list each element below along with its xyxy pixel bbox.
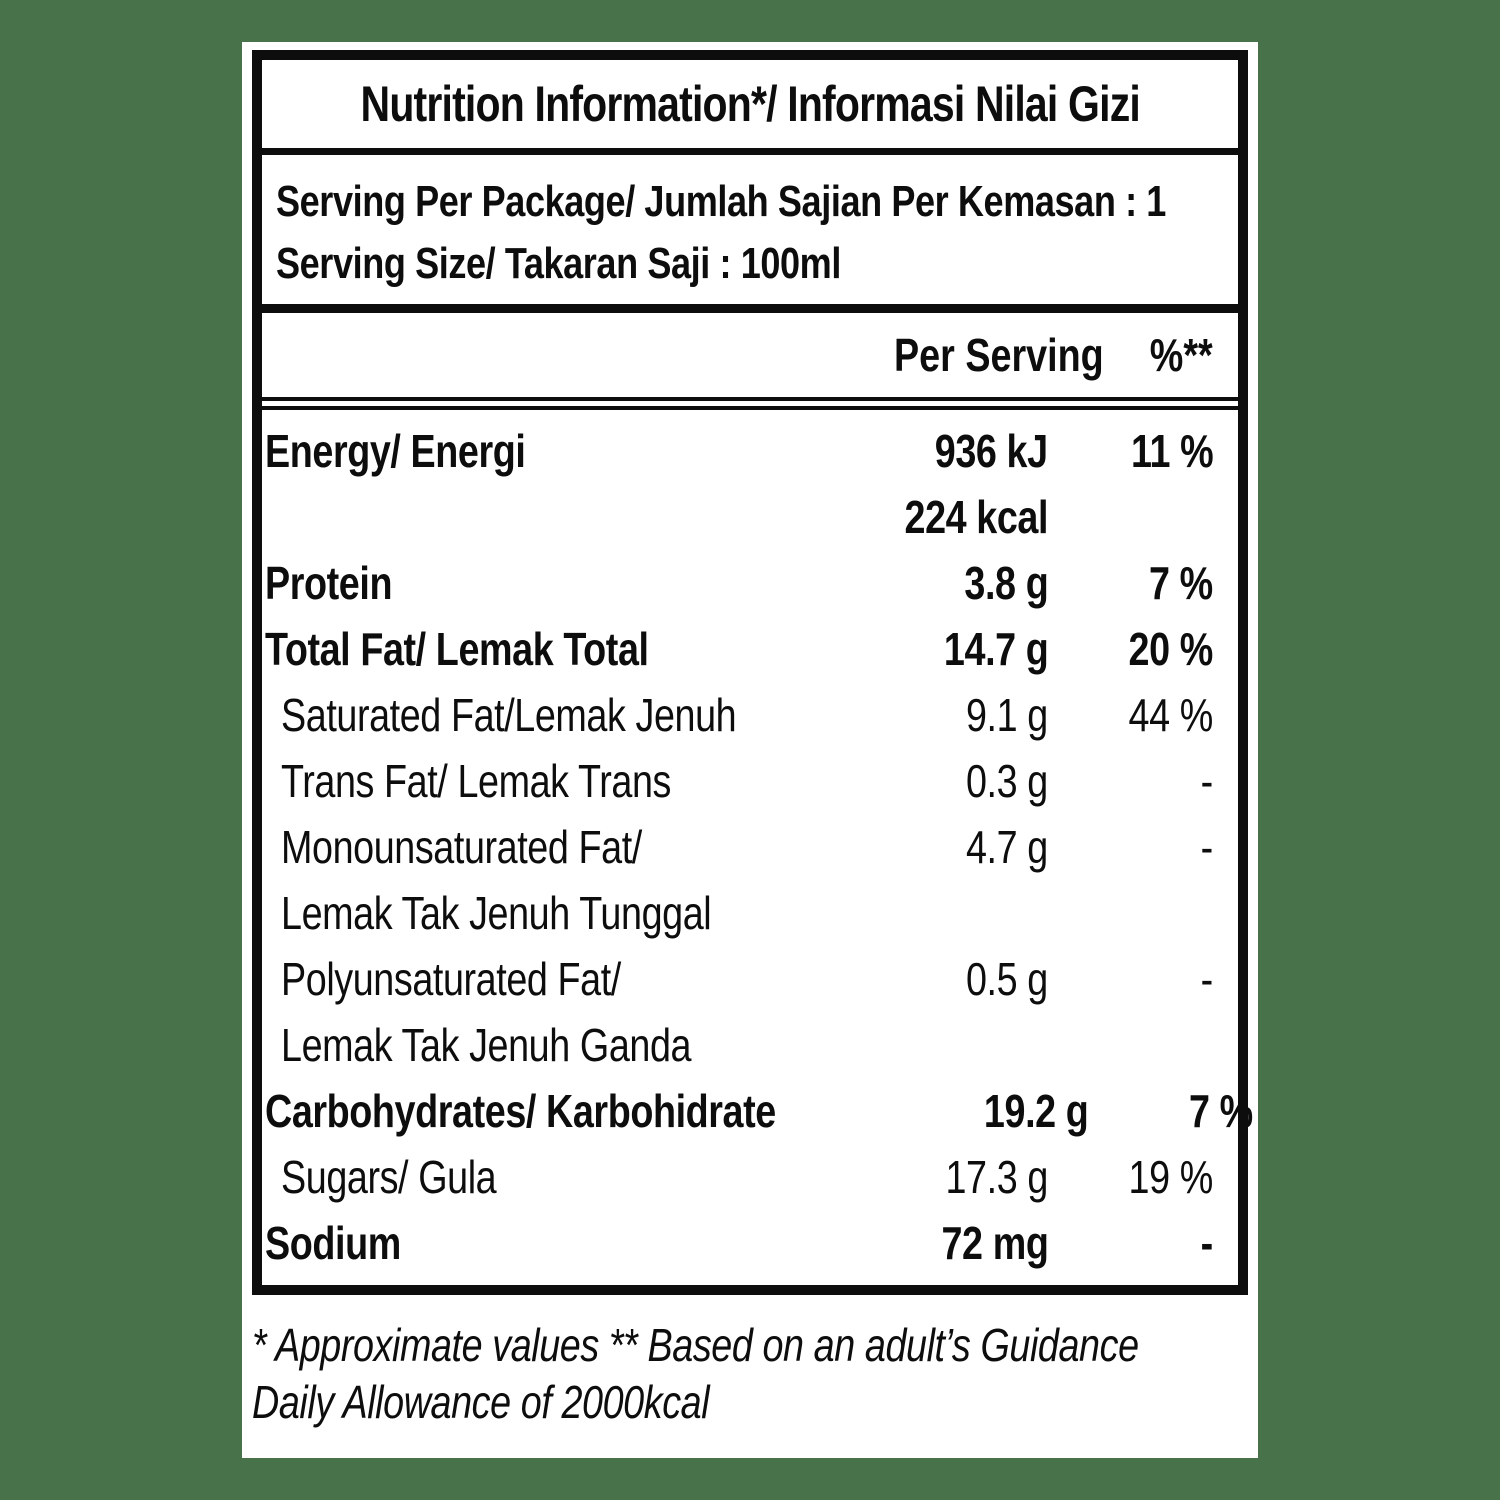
nutrient-row: Total Fat/ Lemak Total 14.7 g 20 % [262, 616, 1238, 682]
nutrient-label: Carbohydrates/ Karbohidrate [265, 1085, 776, 1137]
serving-info: Serving Per Package/ Jumlah Sajian Per K… [262, 155, 1238, 313]
column-header-per-serving: Per Serving [894, 329, 1104, 381]
nutrient-percent: - [1200, 1217, 1214, 1269]
nutrient-row: Energy/ Energi 936 kJ 11 % [262, 418, 1238, 484]
nutrient-value: 0.3 g [966, 755, 1048, 807]
nutrient-value: 19.2 g [983, 1085, 1088, 1137]
nutrition-table-box: Nutrition Information*/ Informasi Nilai … [252, 50, 1253, 1295]
footnote-line-1: * Approximate values ** Based on an adul… [252, 1319, 1139, 1371]
nutrient-value: 224 kcal [904, 491, 1048, 543]
nutrient-label: Total Fat/ Lemak Total [265, 623, 649, 675]
nutrient-percent: 11 % [1130, 425, 1214, 477]
nutrient-label: Sodium [265, 1217, 401, 1269]
label-title: Nutrition Information*/ Informasi Nilai … [360, 76, 1140, 132]
nutrient-label: Energy/ Energi [265, 425, 526, 477]
nutrient-label: Lemak Tak Jenuh Tunggal [281, 887, 712, 939]
nutrient-value: 0.5 g [966, 953, 1048, 1005]
nutrient-row: Polyunsaturated Fat/0.5 g - [262, 946, 1238, 1012]
nutrient-value: 72 mg [941, 1217, 1048, 1269]
nutrient-row: Trans Fat/ Lemak Trans 0.3 g - [262, 748, 1238, 814]
nutrient-percent: - [1200, 821, 1214, 873]
nutrient-percent: - [1200, 953, 1214, 1005]
footnote-line-2: Daily Allowance of 2000kcal [252, 1376, 710, 1428]
nutrient-label: Monounsaturated Fat/ [281, 821, 642, 873]
nutrient-percent [1048, 490, 1213, 544]
nutrient-value: 4.7 g [966, 821, 1048, 873]
nutrient-value [848, 886, 1048, 940]
nutrient-row: Carbohydrates/ Karbohidrate 19.2 g 7 % [262, 1078, 1253, 1144]
nutrient-row: Sodium 72 mg - [262, 1210, 1238, 1276]
column-header-percent: %** [1150, 329, 1213, 381]
nutrient-row: 224 kcal [262, 484, 1238, 550]
nutrient-percent: 7 % [1149, 557, 1213, 609]
serving-per-package: Serving Per Package/ Jumlah Sajian Per K… [276, 177, 1166, 226]
nutrient-value: 3.8 g [964, 557, 1048, 609]
nutrient-label: Lemak Tak Jenuh Ganda [281, 1019, 692, 1071]
footnote: * Approximate values ** Based on an adul… [252, 1317, 1252, 1431]
nutrient-label: Trans Fat/ Lemak Trans [281, 755, 671, 807]
nutrient-label: Protein [265, 557, 393, 609]
nutrient-table: Energy/ Energi 936 kJ 11 % 224 kcal Protein 3… [262, 410, 1253, 1276]
nutrient-value: 9.1 g [966, 689, 1048, 741]
nutrient-value: 14.7 g [943, 623, 1049, 675]
nutrient-row: Protein 3.8 g 7 % [262, 550, 1238, 616]
nutrient-percent: - [1200, 755, 1214, 807]
nutrient-label: Polyunsaturated Fat/ [281, 953, 621, 1005]
nutrient-row: Lemak Tak Jenuh Ganda [262, 1012, 1238, 1078]
nutrient-row: Sugars/ Gula 17.3 g 19 % [262, 1144, 1238, 1210]
nutrient-label: Saturated Fat/Lemak Jenuh [281, 689, 737, 741]
nutrient-percent: 7 % [1189, 1085, 1253, 1137]
column-headers: Per Serving %** [262, 313, 1238, 397]
nutrient-percent [1048, 1018, 1213, 1072]
nutrient-percent: 20 % [1128, 623, 1214, 675]
nutrient-value [848, 1018, 1048, 1072]
nutrient-label: Sugars/ Gula [281, 1151, 497, 1203]
nutrient-percent [1048, 886, 1213, 940]
nutrient-value: 17.3 g [945, 1151, 1049, 1203]
nutrient-label [265, 490, 848, 544]
header-divider [262, 397, 1238, 410]
nutrition-label: Nutrition Information*/ Informasi Nilai … [242, 42, 1258, 1458]
label-title-row: Nutrition Information*/ Informasi Nilai … [262, 60, 1238, 155]
nutrient-row: Saturated Fat/Lemak Jenuh 9.1 g 44 % [262, 682, 1238, 748]
nutrient-percent: 44 % [1128, 689, 1214, 741]
nutrient-percent: 19 % [1128, 1151, 1214, 1203]
nutrient-row: Monounsaturated Fat/4.7 g - [262, 814, 1238, 880]
nutrient-row: Lemak Tak Jenuh Tunggal [262, 880, 1238, 946]
nutrient-value: 936 kJ [935, 425, 1048, 477]
serving-size: Serving Size/ Takaran Saji : 100ml [276, 239, 841, 288]
